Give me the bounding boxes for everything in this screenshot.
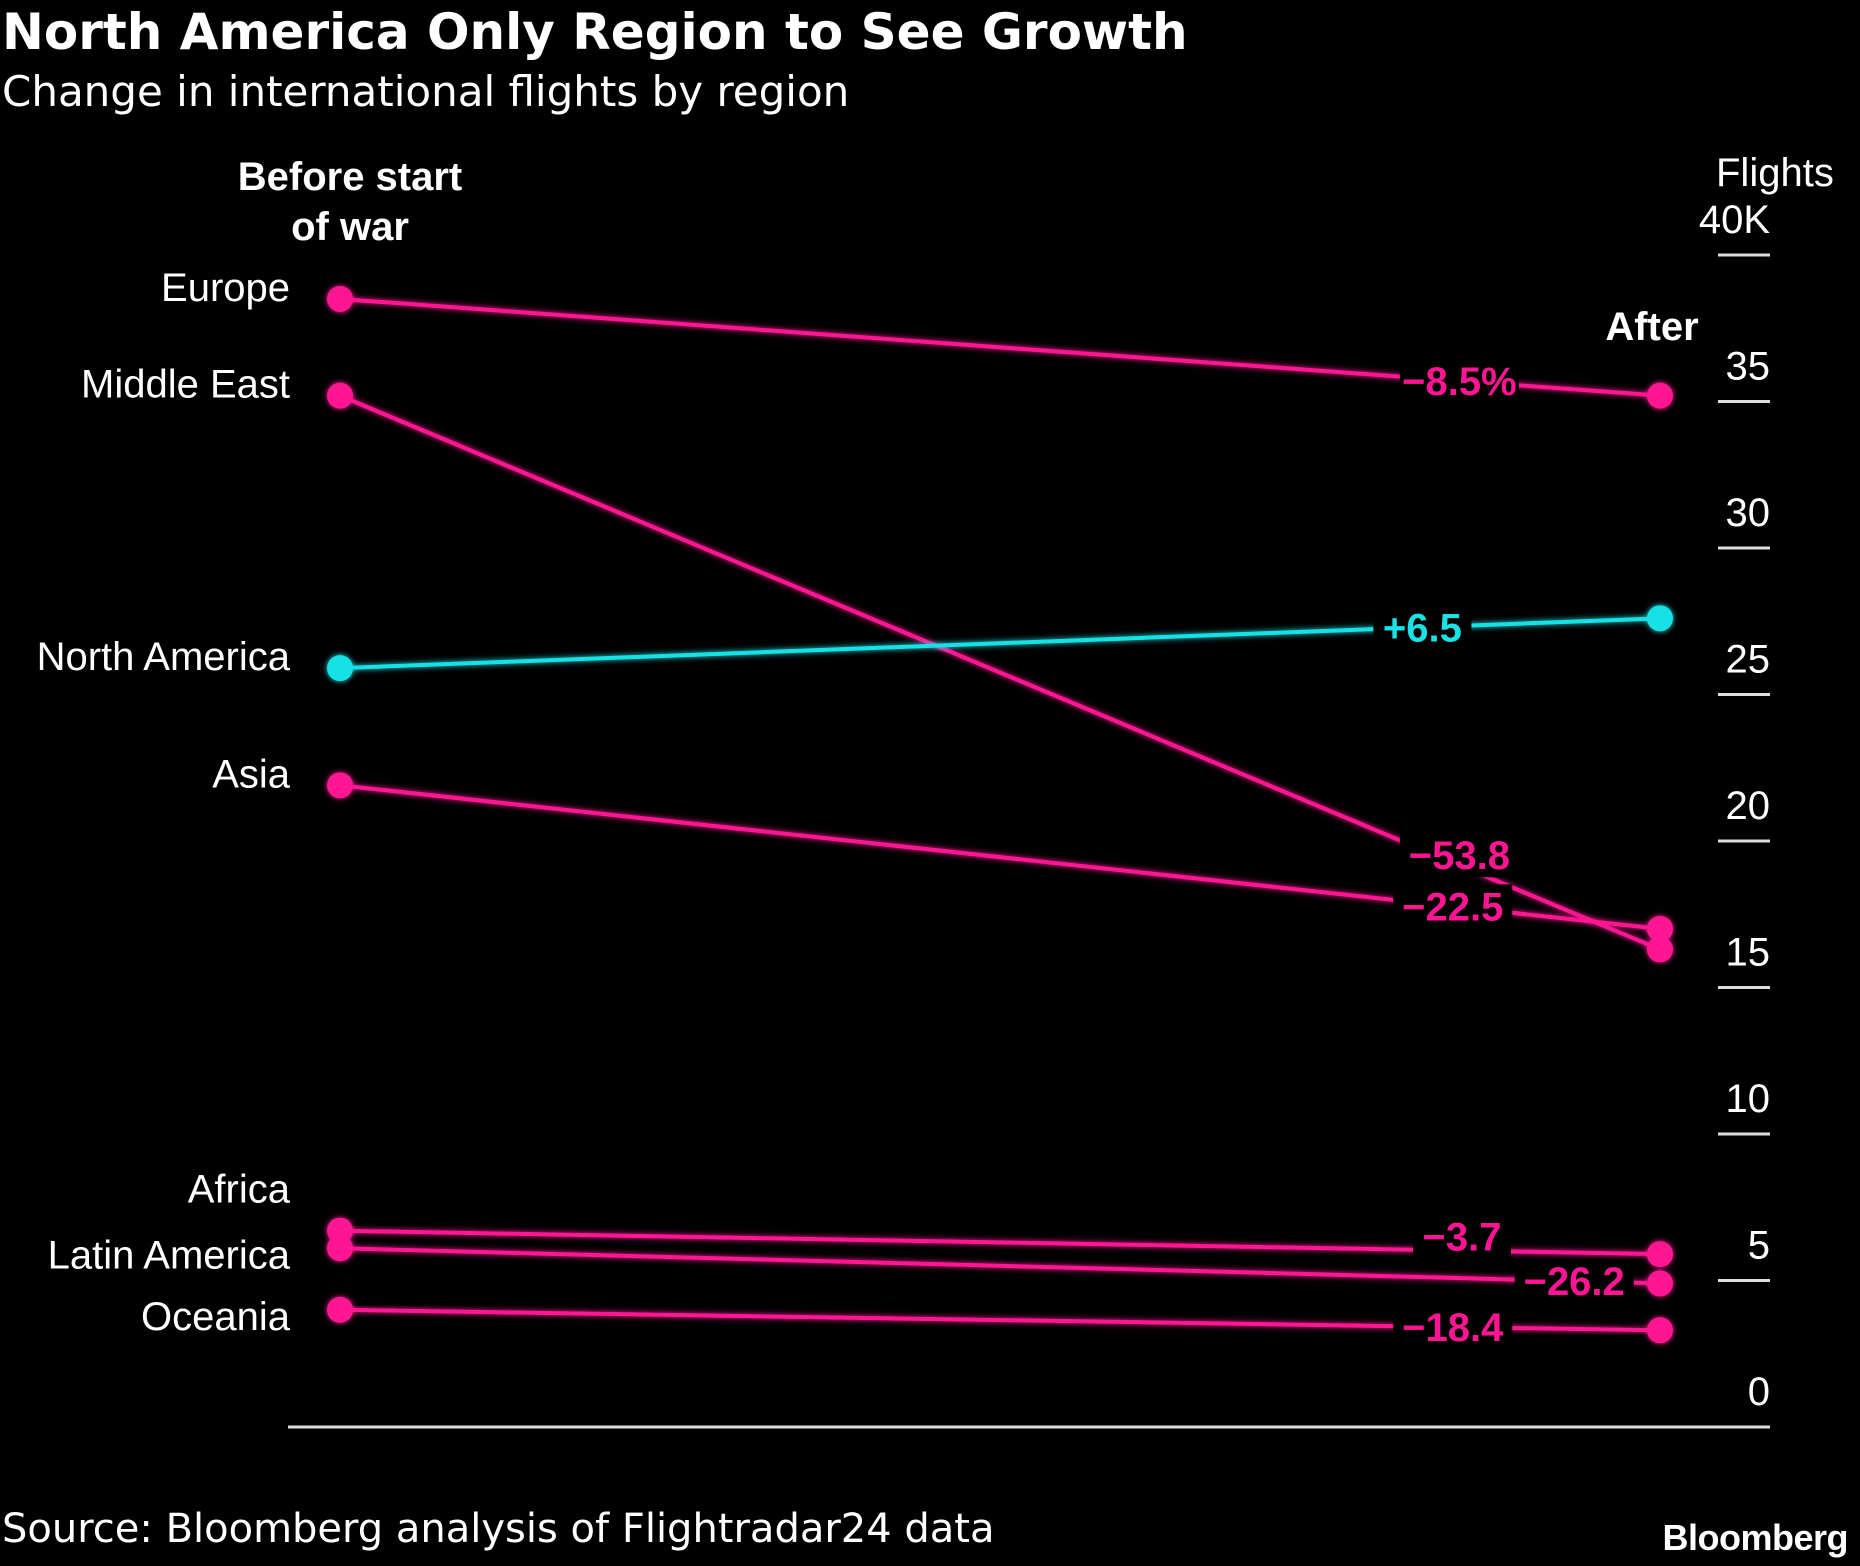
column-header-before-line2: of war [291,205,409,249]
series-label-latin-america: Latin America [48,1233,291,1277]
change-label-bg-latin-america [1514,1259,1634,1304]
change-label-bg-oceania [1393,1305,1513,1350]
change-label-oceania: −18.4 [1402,1306,1504,1350]
point-after-oceania [1647,1317,1673,1344]
y-tick-label-40K: 40K [1699,198,1770,242]
y-axis-title: Flights [1716,151,1834,195]
point-before-asia [327,772,353,799]
point-after-middle-east [1647,936,1673,963]
change-label-europe: −8.5% [1402,360,1517,404]
series-labels: Europe Middle East North America Asia Africa… [37,266,291,1339]
change-label-bg-europe [1399,358,1519,403]
point-after-europe [1647,382,1673,409]
point-before-europe [327,285,353,312]
y-axis: 5 10 15 20 25 30 35 40K 0 Flights [1699,151,1834,1414]
point-before-latin-america [327,1235,353,1262]
change-labels: −8.5% −53.8 +6.5 −22.5 −3.7 −26.2 −18.4 [1373,358,1634,1350]
series-lines [339,296,1661,1333]
y-tick-label-15: 15 [1726,931,1771,975]
change-label-bg-asia [1393,884,1513,929]
y-tick-label-0: 0 [1748,1370,1770,1414]
change-label-north-america: +6.5 [1383,606,1462,650]
chart-title: North America Only Region to See Growth [2,3,1188,61]
y-tick-label-35: 35 [1726,345,1771,389]
source-note: Source: Bloomberg analysis of Flightrada… [2,1506,995,1552]
y-tick-label-25: 25 [1726,638,1771,682]
y-tick-label-10: 10 [1726,1077,1771,1121]
y-tick-label-30: 30 [1726,491,1771,535]
change-label-asia: −22.5 [1402,885,1503,929]
series-line-latin-america [339,1246,1661,1286]
change-label-middle-east: −53.8 [1409,834,1510,878]
series-points [327,285,1673,1344]
series-label-oceania: Oceania [141,1295,291,1339]
column-header-before-line1: Before start [238,155,463,199]
point-after-latin-america [1647,1270,1673,1297]
point-after-asia [1647,915,1673,942]
chart-subtitle: Change in international flights by regio… [2,67,850,116]
change-label-latin-america: −26.2 [1524,1260,1625,1304]
series-label-europe: Europe [161,266,290,310]
series-label-middle-east: Middle East [81,363,290,407]
change-label-bg-middle-east [1399,833,1519,878]
y-tick-label-20: 20 [1726,784,1771,828]
column-headers: Before start of war After [238,155,1699,349]
point-before-oceania [327,1296,353,1323]
change-label-bg-africa [1413,1214,1511,1259]
point-after-africa [1647,1241,1673,1268]
y-tick-label-5: 5 [1748,1224,1770,1268]
change-label-bg-north-america [1373,605,1472,650]
series-label-africa: Africa [188,1168,291,1212]
series-label-north-america: North America [37,635,291,679]
brand-logo: Bloomberg [1662,1517,1848,1558]
point-after-north-america [1647,605,1673,632]
column-header-after: After [1605,305,1698,349]
point-before-middle-east [327,382,353,409]
series-label-asia: Asia [212,752,291,796]
point-before-north-america [327,655,353,682]
column-header-before: Before start of war [238,155,463,249]
change-label-africa: −3.7 [1423,1216,1502,1260]
